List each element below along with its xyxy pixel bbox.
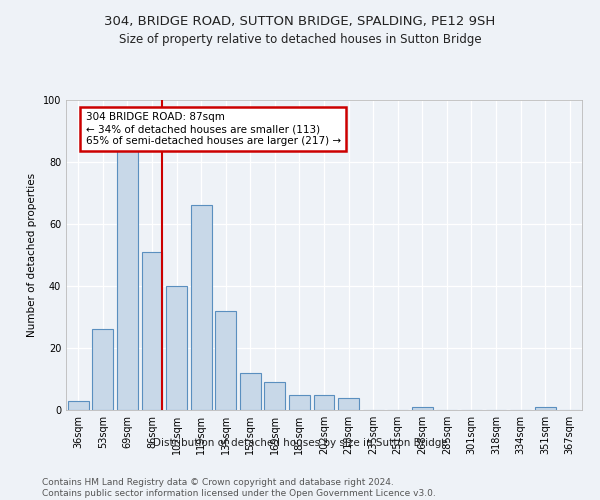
Bar	[191, 206, 212, 410]
Bar	[289, 394, 310, 410]
Text: Size of property relative to detached houses in Sutton Bridge: Size of property relative to detached ho…	[119, 32, 481, 46]
Text: 304 BRIDGE ROAD: 87sqm
← 34% of detached houses are smaller (113)
65% of semi-de: 304 BRIDGE ROAD: 87sqm ← 34% of detached…	[86, 112, 341, 146]
Bar	[215, 311, 236, 410]
Bar	[535, 407, 556, 410]
Bar	[92, 330, 113, 410]
Bar	[412, 407, 433, 410]
Bar	[338, 398, 359, 410]
Text: 304, BRIDGE ROAD, SUTTON BRIDGE, SPALDING, PE12 9SH: 304, BRIDGE ROAD, SUTTON BRIDGE, SPALDIN…	[104, 15, 496, 28]
Text: Contains HM Land Registry data © Crown copyright and database right 2024.
Contai: Contains HM Land Registry data © Crown c…	[42, 478, 436, 498]
Bar	[117, 150, 138, 410]
Bar	[265, 382, 286, 410]
Text: Distribution of detached houses by size in Sutton Bridge: Distribution of detached houses by size …	[152, 438, 448, 448]
Bar	[240, 373, 261, 410]
Bar	[142, 252, 163, 410]
Bar	[314, 394, 334, 410]
Bar	[166, 286, 187, 410]
Bar	[68, 400, 89, 410]
Y-axis label: Number of detached properties: Number of detached properties	[27, 173, 37, 337]
